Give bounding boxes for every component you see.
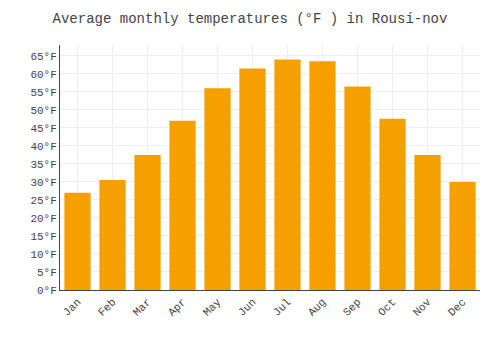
svg-text:May: May: [201, 296, 224, 319]
svg-text:30°F: 30°F: [30, 177, 56, 189]
svg-text:Average monthly temperatures (: Average monthly temperatures (°F ) in Ro…: [53, 11, 448, 27]
svg-text:60°F: 60°F: [30, 69, 56, 81]
svg-text:Apr: Apr: [166, 296, 188, 318]
svg-text:Aug: Aug: [306, 296, 328, 318]
svg-text:50°F: 50°F: [30, 105, 56, 117]
svg-text:40°F: 40°F: [30, 141, 56, 153]
svg-text:55°F: 55°F: [30, 87, 56, 99]
svg-text:35°F: 35°F: [30, 159, 56, 171]
svg-text:Oct: Oct: [376, 296, 398, 318]
svg-text:20°F: 20°F: [30, 213, 56, 225]
svg-text:Sep: Sep: [341, 296, 363, 318]
svg-text:0°F: 0°F: [37, 285, 57, 297]
svg-text:Dec: Dec: [446, 296, 468, 318]
svg-text:Mar: Mar: [131, 296, 153, 318]
svg-text:10°F: 10°F: [30, 249, 56, 261]
svg-text:Jan: Jan: [61, 296, 83, 318]
svg-text:Feb: Feb: [96, 296, 118, 318]
svg-text:Nov: Nov: [411, 296, 434, 319]
svg-text:15°F: 15°F: [30, 231, 56, 243]
svg-text:25°F: 25°F: [30, 195, 56, 207]
svg-text:Jul: Jul: [271, 296, 293, 318]
svg-text:Jun: Jun: [236, 296, 258, 318]
svg-text:65°F: 65°F: [30, 51, 56, 63]
svg-text:45°F: 45°F: [30, 123, 56, 135]
svg-text:5°F: 5°F: [37, 267, 57, 279]
